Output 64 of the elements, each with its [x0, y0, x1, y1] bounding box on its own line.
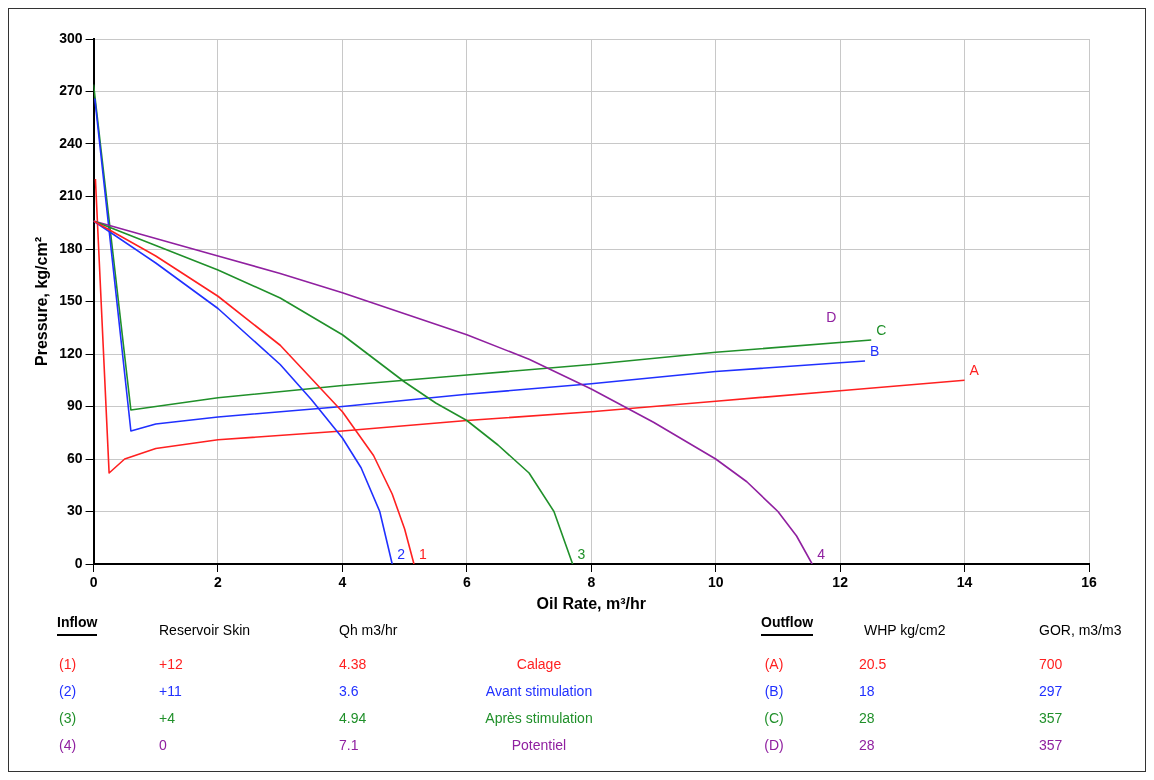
text: 3.6	[339, 683, 360, 699]
text: Reservoir Skin	[159, 622, 251, 640]
text: 28	[859, 737, 876, 753]
text: 0	[159, 737, 168, 753]
x-tick-label: 4	[338, 574, 347, 591]
x-tick-label: 10	[707, 574, 724, 591]
y-axis-title: Pressure, kg/cm²	[33, 237, 51, 366]
text: GOR, m3/m3	[1039, 622, 1122, 640]
series-label: 4	[817, 545, 826, 562]
text: (C)	[763, 710, 785, 726]
text: Outflow	[761, 614, 814, 636]
text: Calage	[515, 656, 563, 672]
x-tick-label: 2	[214, 574, 223, 591]
series-label: C	[876, 321, 887, 338]
text: WHP kg/cm2	[864, 622, 946, 640]
series-label: 1	[418, 545, 427, 562]
text: 7.1	[339, 737, 360, 753]
text: (2)	[59, 683, 78, 699]
x-tick-label: 0	[89, 574, 98, 591]
text: Avant stimulation	[484, 683, 594, 699]
series-label: A	[969, 362, 980, 379]
y-tick-label: 150	[59, 292, 83, 309]
text: 4.38	[339, 656, 368, 672]
y-tick-label: 300	[59, 29, 83, 46]
annotation: D	[826, 308, 837, 325]
text: +4	[159, 710, 176, 726]
y-tick-label: 270	[59, 82, 83, 99]
x-tick-label: 8	[587, 574, 596, 591]
text: (3)	[59, 710, 78, 726]
series-label: 3	[577, 545, 586, 562]
y-tick-label: 210	[59, 187, 83, 204]
y-tick-label: 90	[66, 397, 83, 414]
text: 28	[859, 710, 876, 726]
text: 20.5	[859, 656, 888, 672]
text: Qh m3/hr	[339, 622, 398, 640]
text: +12	[159, 656, 184, 672]
text: 18	[859, 683, 876, 699]
text: (4)	[59, 737, 78, 753]
y-tick-label: 0	[74, 554, 83, 571]
text: Potentiel	[510, 737, 568, 753]
text: (B)	[763, 683, 785, 699]
y-tick-label: 60	[66, 449, 83, 466]
y-tick-label: 30	[66, 502, 83, 519]
text: 700	[1039, 656, 1064, 672]
text: 4.94	[339, 710, 368, 726]
x-tick-label: 14	[956, 574, 973, 591]
x-axis-title: Oil Rate, m³/hr	[536, 594, 646, 612]
text: 357	[1039, 710, 1064, 726]
y-tick-label: 120	[59, 344, 83, 361]
text: (D)	[763, 737, 785, 753]
y-tick-label: 180	[59, 239, 83, 256]
series-label: 2	[397, 545, 406, 562]
x-tick-label: 16	[1081, 574, 1097, 591]
text: 357	[1039, 737, 1064, 753]
text: (1)	[59, 656, 78, 672]
series-label: B	[870, 342, 880, 359]
text: Après stimulation	[484, 710, 594, 726]
text: 297	[1039, 683, 1064, 699]
x-tick-label: 6	[462, 574, 471, 591]
text: +11	[159, 683, 183, 699]
x-tick-label: 12	[832, 574, 849, 591]
y-tick-label: 240	[59, 134, 83, 151]
text: (A)	[763, 656, 785, 672]
text: Inflow	[57, 614, 98, 636]
